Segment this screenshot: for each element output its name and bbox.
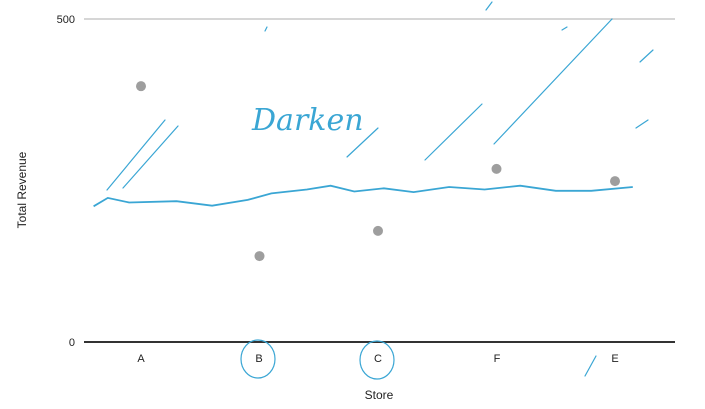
pen-stroke: [561, 26, 568, 31]
pen-stroke: [635, 119, 649, 129]
data-point-f: [491, 163, 502, 174]
x-axis-title: Store: [365, 388, 394, 402]
pen-stroke: [346, 127, 379, 158]
data-point-b: [254, 251, 265, 262]
pen-stroke: [106, 119, 166, 191]
x-tick-label-a: A: [137, 353, 145, 365]
x-tick-label-e: E: [611, 353, 618, 365]
darken-annotation: Darken: [251, 103, 364, 138]
pen-stroke: [584, 355, 597, 377]
pen-stroke: [424, 103, 483, 161]
pen-stroke: [264, 26, 268, 32]
y-axis-title: Total Revenue: [15, 151, 29, 228]
x-tick-label-c: C: [374, 353, 382, 365]
y-tick-label-bottom: 0: [69, 337, 75, 349]
x-tick-label-f: F: [494, 353, 501, 365]
data-point-a: [136, 81, 146, 92]
circle-mark-c: [359, 340, 395, 380]
pen-stroke: [493, 18, 613, 145]
handwritten-annotations: [106, 1, 654, 380]
pen-stroke: [122, 125, 179, 189]
y-tick-label-top: 500: [57, 14, 75, 26]
data-point-e: [610, 176, 620, 187]
data-point-c: [373, 225, 383, 236]
trend-line: [93, 184, 633, 208]
trend-line-layer: [93, 184, 633, 208]
circle-mark-b: [240, 339, 276, 379]
pen-stroke: [639, 49, 654, 63]
data-points: [136, 81, 620, 262]
x-tick-label-b: B: [255, 353, 262, 365]
pen-stroke: [485, 1, 493, 11]
